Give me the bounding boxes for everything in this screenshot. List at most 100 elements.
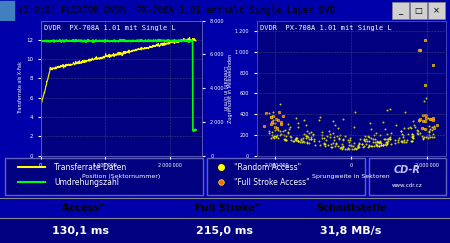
- Text: "Full Stroke": "Full Stroke": [190, 203, 260, 213]
- Point: [416, 131, 423, 135]
- Point: [267, 115, 274, 119]
- Point: [267, 115, 274, 119]
- Point: [430, 127, 437, 130]
- Point: [368, 144, 375, 148]
- Point: [289, 139, 296, 143]
- Point: [429, 132, 436, 136]
- Point: [422, 119, 429, 123]
- Point: [356, 142, 363, 146]
- Point: [409, 132, 416, 136]
- Point: [274, 133, 281, 137]
- Point: [409, 133, 416, 137]
- Point: [277, 120, 284, 124]
- Point: [401, 110, 408, 114]
- Point: [419, 136, 427, 139]
- Point: [279, 114, 287, 118]
- Point: [363, 139, 370, 143]
- Point: [345, 140, 352, 144]
- Point: [356, 137, 364, 141]
- Point: [398, 129, 405, 133]
- Point: [385, 136, 392, 139]
- Point: [359, 145, 366, 148]
- Point: [330, 139, 338, 142]
- Point: [286, 127, 293, 131]
- Point: [269, 133, 276, 137]
- Text: Umdrehungszahl: Umdrehungszahl: [54, 178, 119, 187]
- Point: [270, 118, 277, 122]
- Point: [299, 136, 306, 140]
- Point: [300, 132, 307, 136]
- Point: [345, 146, 352, 150]
- Point: [427, 127, 434, 131]
- Point: [271, 134, 279, 138]
- Point: [430, 116, 437, 120]
- Point: [363, 138, 370, 141]
- Point: [355, 143, 362, 147]
- Text: "Access": "Access": [58, 203, 104, 213]
- Point: [330, 141, 337, 145]
- Point: [409, 136, 416, 140]
- Point: [350, 144, 357, 148]
- Point: [276, 130, 284, 133]
- Point: [294, 139, 302, 143]
- Point: [382, 140, 389, 144]
- Point: [351, 146, 359, 150]
- Point: [349, 147, 356, 151]
- Point: [280, 137, 288, 141]
- Point: [427, 117, 434, 121]
- Point: [272, 134, 279, 138]
- Point: [426, 130, 433, 134]
- Point: [320, 141, 328, 145]
- Point: [375, 140, 382, 144]
- Point: [332, 144, 339, 148]
- Point: [315, 119, 323, 122]
- Text: ×: ×: [432, 6, 440, 15]
- Y-axis label: Transferrate als X-Fak: Transferrate als X-Fak: [18, 62, 23, 114]
- Point: [413, 131, 420, 135]
- Point: [292, 136, 299, 140]
- Point: [426, 118, 433, 122]
- Point: [269, 110, 276, 113]
- Point: [282, 138, 289, 142]
- Point: [399, 132, 406, 136]
- Point: [409, 132, 416, 136]
- Point: [294, 136, 301, 139]
- Point: [394, 138, 401, 142]
- Point: [431, 135, 438, 139]
- Point: [386, 107, 393, 111]
- Point: [315, 139, 323, 143]
- Point: [400, 133, 407, 137]
- Point: [375, 141, 382, 145]
- Point: [345, 148, 352, 151]
- Point: [423, 135, 430, 139]
- Point: [416, 117, 423, 121]
- Point: [272, 125, 279, 129]
- Point: [409, 139, 416, 143]
- Point: [382, 138, 389, 141]
- Point: [414, 129, 421, 133]
- Point: [332, 141, 339, 145]
- Text: CD-R: CD-R: [394, 165, 421, 175]
- Point: [394, 140, 401, 144]
- Point: [411, 125, 418, 129]
- Point: [280, 129, 287, 133]
- Point: [302, 134, 310, 138]
- Bar: [207, 158, 364, 195]
- Bar: [410, 2, 427, 19]
- Point: [261, 124, 268, 128]
- Point: [354, 144, 361, 148]
- Point: [292, 138, 299, 142]
- Point: [383, 141, 391, 145]
- Point: [415, 119, 423, 123]
- Point: [353, 146, 360, 150]
- Text: Transferrate Daten: Transferrate Daten: [54, 163, 126, 172]
- Point: [409, 135, 416, 139]
- Point: [286, 125, 293, 129]
- Point: [347, 138, 354, 142]
- Point: [366, 135, 373, 139]
- Point: [388, 142, 395, 146]
- Point: [287, 135, 294, 139]
- Point: [385, 137, 392, 141]
- Point: [275, 110, 283, 114]
- Point: [408, 139, 415, 143]
